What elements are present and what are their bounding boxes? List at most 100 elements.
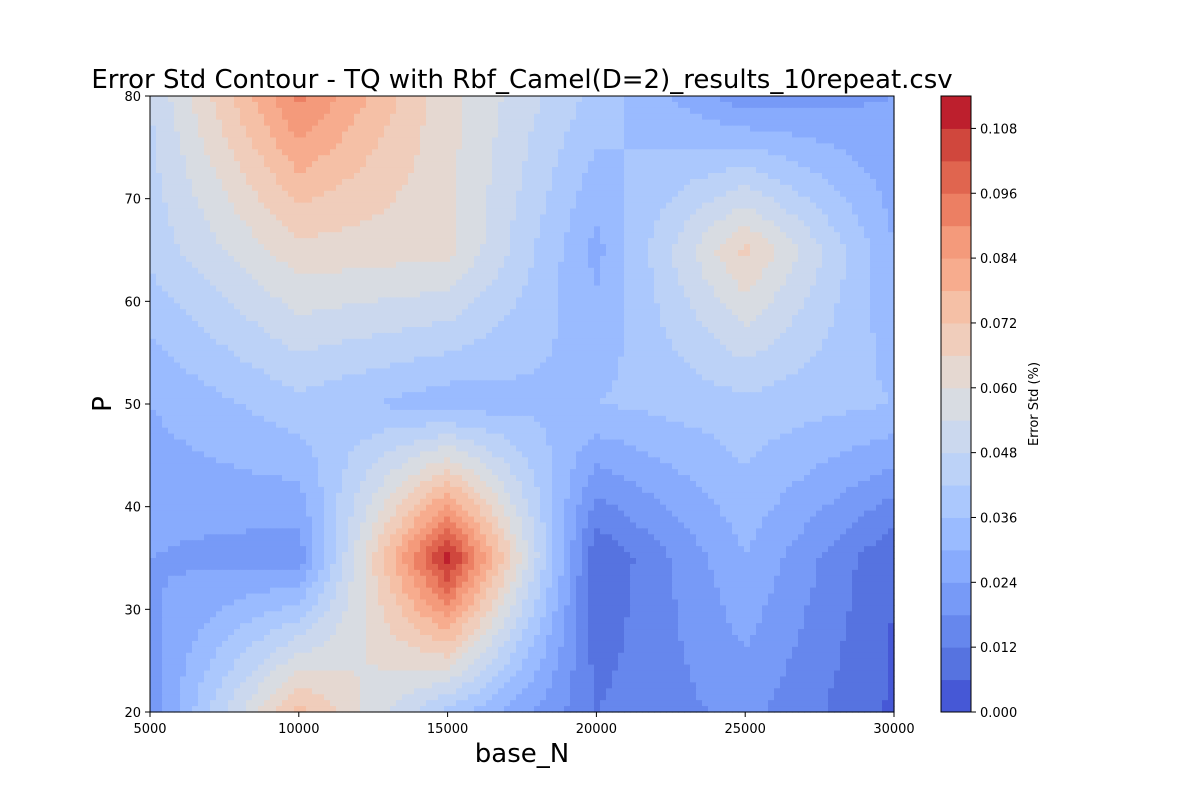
contour-cell <box>516 173 523 180</box>
contour-cell <box>384 273 391 281</box>
contour-cell <box>618 190 625 198</box>
contour-cell <box>828 315 835 322</box>
contour-cell <box>696 119 703 127</box>
contour-cell <box>492 101 499 109</box>
contour-cell <box>240 161 247 168</box>
contour-cell <box>876 291 883 298</box>
contour-cell <box>714 101 721 109</box>
contour-cell <box>444 244 451 251</box>
contour-cell <box>786 173 793 180</box>
contour-cell <box>156 238 163 245</box>
contour-cell <box>312 196 319 204</box>
contour-cell <box>822 178 829 186</box>
contour-cell <box>858 303 865 310</box>
contour-cell <box>432 190 439 198</box>
contour-cell <box>522 208 529 216</box>
contour-cell <box>846 113 853 121</box>
contour-cell <box>246 273 253 281</box>
contour-cell <box>612 125 619 133</box>
contour-cell <box>852 184 859 192</box>
contour-cell <box>372 113 379 121</box>
contour-cell <box>396 155 403 162</box>
contour-cell <box>804 267 811 275</box>
contour-cell <box>264 332 271 340</box>
contour-cell <box>396 101 403 109</box>
contour-cell <box>330 226 337 233</box>
contour-cell <box>246 143 253 150</box>
contour-cell <box>564 244 571 251</box>
contour-cell <box>468 303 475 310</box>
contour-cell <box>180 261 187 269</box>
contour-cell <box>552 167 559 174</box>
contour-cell <box>246 291 253 298</box>
contour-cell <box>846 321 853 328</box>
contour-cell <box>444 250 451 257</box>
contour-cell <box>156 297 163 304</box>
contour-cell <box>396 202 403 210</box>
contour-cell <box>810 101 817 109</box>
contour-cell <box>798 113 805 121</box>
contour-cell <box>408 238 415 245</box>
contour-cell <box>498 173 505 180</box>
contour-cell <box>732 261 739 269</box>
contour-cell <box>396 220 403 227</box>
contour-cell <box>540 267 547 275</box>
contour-cell <box>408 327 415 334</box>
contour-cell <box>684 309 691 316</box>
contour-cell <box>762 202 769 210</box>
contour-cell <box>636 178 643 186</box>
contour-cell <box>210 267 217 275</box>
contour-cell <box>318 238 325 245</box>
contour-cell <box>798 208 805 216</box>
contour-cell <box>642 303 649 310</box>
contour-cell <box>432 107 439 115</box>
contour-cell <box>534 303 541 310</box>
contour-cell <box>666 184 673 192</box>
contour-cell <box>726 261 733 269</box>
contour-cell <box>684 226 691 233</box>
contour-cell <box>276 167 283 174</box>
contour-cell <box>276 261 283 269</box>
contour-cell <box>462 184 469 192</box>
contour-cell <box>300 226 307 233</box>
contour-cell <box>690 232 697 239</box>
contour-cell <box>312 178 319 186</box>
contour-cell <box>162 184 169 192</box>
contour-cell <box>318 226 325 233</box>
contour-cell <box>258 250 265 257</box>
contour-cell <box>378 155 385 162</box>
contour-cell <box>612 273 619 281</box>
contour-cell <box>306 208 313 216</box>
contour-cell <box>876 261 883 269</box>
contour-cell <box>528 161 535 168</box>
contour-cell <box>156 303 163 310</box>
contour-cell <box>846 173 853 180</box>
contour-cell <box>594 238 601 245</box>
contour-cell <box>828 149 835 156</box>
contour-cell <box>180 327 187 334</box>
contour-cell <box>396 297 403 304</box>
contour-cell <box>708 173 715 180</box>
contour-cell <box>168 226 175 233</box>
contour-cell <box>762 131 769 139</box>
contour-cell <box>774 244 781 251</box>
contour-cell <box>750 255 757 263</box>
contour-cell <box>624 255 631 263</box>
contour-cell <box>480 143 487 150</box>
contour-cell <box>684 214 691 221</box>
contour-cell <box>282 220 289 227</box>
contour-cell <box>162 273 169 281</box>
contour-cell <box>552 255 559 263</box>
contour-cell <box>474 119 481 127</box>
contour-cell <box>528 167 535 174</box>
contour-cell <box>696 155 703 162</box>
contour-cell <box>156 315 163 322</box>
contour-cell <box>162 291 169 298</box>
contour-cell <box>264 303 271 310</box>
contour-cell <box>282 303 289 310</box>
contour-cell <box>318 107 325 115</box>
contour-cell <box>198 303 205 310</box>
contour-cell <box>720 303 727 310</box>
contour-cell <box>384 291 391 298</box>
contour-cell <box>624 196 631 204</box>
